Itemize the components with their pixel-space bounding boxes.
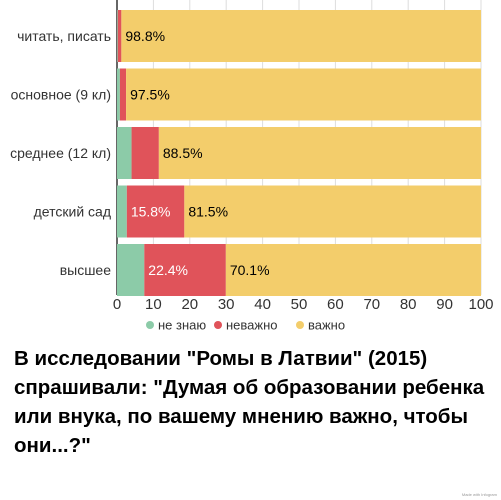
- bar-segment: [121, 10, 482, 62]
- x-tick-label: 50: [291, 296, 308, 313]
- chart-caption: В исследовании "Ромы в Латвии" (2015) сп…: [14, 347, 485, 457]
- data-label: 15.8%: [131, 204, 171, 220]
- bar-segment: [117, 127, 132, 179]
- stacked-bar-chart: 0 10 20 30 40 50 60 70 80 90 100 читать, писать 98.8…: [10, 0, 494, 333]
- x-tick-label: 10: [145, 296, 162, 313]
- data-label: 22.4%: [148, 262, 188, 278]
- x-tick-label: 40: [254, 296, 271, 313]
- data-label: 81.5%: [188, 204, 228, 220]
- category-label: читать, писать: [17, 28, 111, 44]
- x-tick-label: 80: [400, 296, 417, 313]
- bar-segment: [225, 244, 481, 296]
- x-tick-label: 0: [113, 296, 121, 313]
- data-label: 70.1%: [230, 262, 270, 278]
- category-label: среднее (12 кл): [10, 145, 111, 161]
- x-tick-label: 20: [181, 296, 198, 313]
- legend-marker: [214, 321, 222, 329]
- bar-segment: [119, 68, 127, 121]
- legend-label: неважно: [226, 318, 278, 333]
- bar-segment: [117, 185, 127, 238]
- bar-segment: [126, 68, 481, 121]
- x-tick-label: 70: [363, 296, 380, 313]
- x-tick-label: 90: [436, 296, 453, 313]
- bar-segment: [117, 244, 145, 296]
- bar-segment: [184, 185, 481, 238]
- category-label: детский сад: [34, 204, 111, 220]
- data-label: 98.8%: [125, 28, 165, 44]
- category-label: основное (9 кл): [11, 87, 111, 103]
- category-label: высшее: [60, 262, 112, 278]
- x-tick-label: 60: [327, 296, 344, 313]
- bar-segment: [117, 68, 120, 121]
- bar-segment: [126, 185, 185, 238]
- credit-text: Made with Infogram: [461, 492, 497, 497]
- bar-segment: [117, 10, 118, 62]
- bar-segment: [131, 127, 159, 179]
- legend-label: не знаю: [158, 318, 206, 333]
- data-label: 88.5%: [163, 145, 203, 161]
- x-tick-label: 30: [218, 296, 235, 313]
- bar-segment: [158, 127, 482, 179]
- legend-marker: [146, 321, 154, 329]
- bar-segment: [144, 244, 226, 296]
- x-tick-label: 100: [468, 296, 493, 313]
- legend-marker: [296, 321, 304, 329]
- legend-label: важно: [308, 318, 345, 333]
- data-label: 97.5%: [130, 87, 170, 103]
- bar-segment: [117, 10, 122, 62]
